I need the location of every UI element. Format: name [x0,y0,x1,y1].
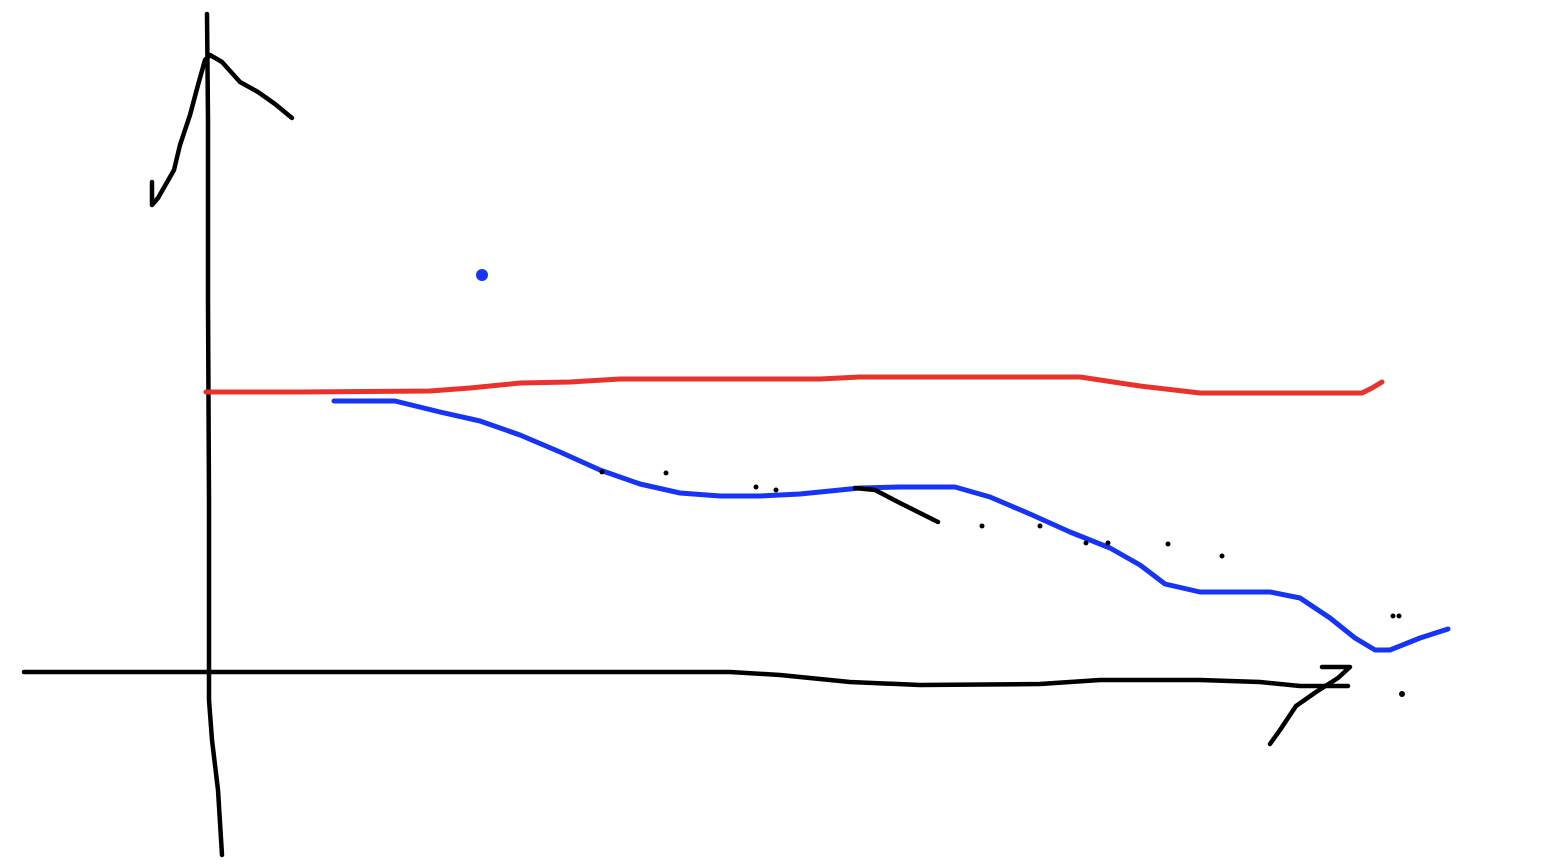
stray-mark [852,485,941,525]
blue-curve [331,398,1451,653]
y-axis-arrowhead [149,52,295,208]
specks [599,469,1405,697]
x-axis [21,669,1351,689]
speck [1165,541,1171,547]
speck [1083,540,1089,546]
speck [1037,523,1043,529]
speck [1396,613,1402,619]
y-axis [204,11,225,858]
red-curve [203,374,1385,396]
speck [1105,540,1111,546]
speck [1399,691,1405,697]
x-axis-arrowhead [1267,664,1353,747]
speck [663,470,669,476]
speck [773,487,779,493]
blue-dot [476,269,488,281]
speck [1390,613,1396,619]
speck [1219,553,1225,559]
speck [599,469,605,475]
speck [979,523,985,529]
speck [753,484,759,490]
